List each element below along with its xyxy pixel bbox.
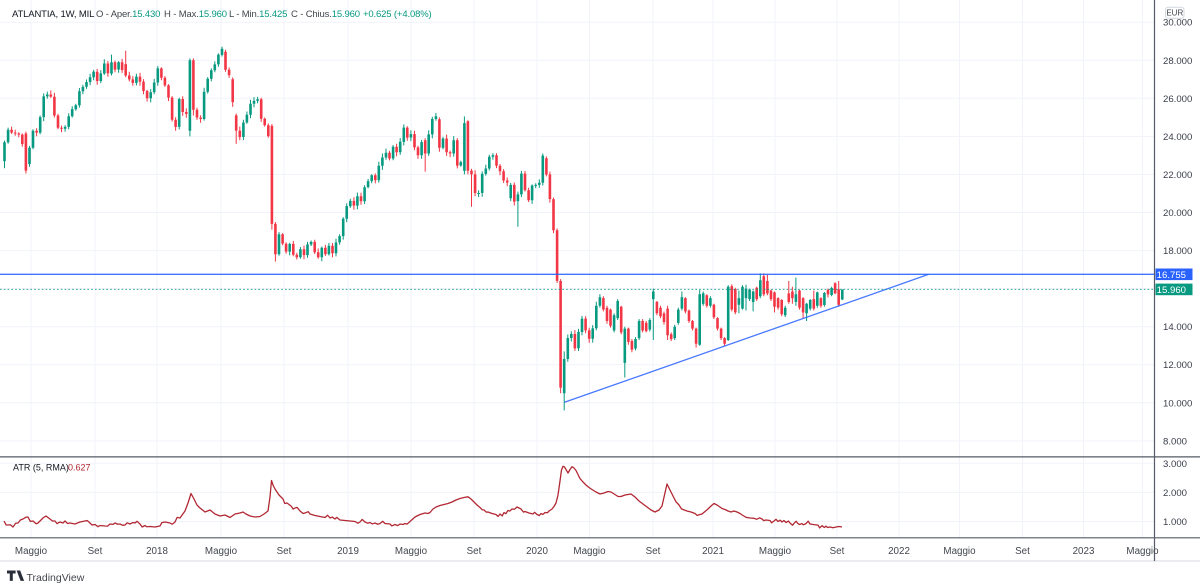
svg-text:Maggio: Maggio xyxy=(759,546,792,557)
svg-text:Set: Set xyxy=(646,546,661,557)
svg-text:Set: Set xyxy=(1015,546,1030,557)
svg-text:2023: 2023 xyxy=(1073,546,1095,557)
svg-text:2019: 2019 xyxy=(337,546,359,557)
svg-text:14.000: 14.000 xyxy=(1163,322,1192,333)
svg-text:O - Aper.15.430: O - Aper.15.430 xyxy=(96,9,160,20)
svg-text:Maggio: Maggio xyxy=(943,546,976,557)
svg-text:TradingView: TradingView xyxy=(27,572,85,584)
svg-text:28.000: 28.000 xyxy=(1163,56,1192,67)
svg-text:26.000: 26.000 xyxy=(1163,94,1192,105)
svg-text:20.000: 20.000 xyxy=(1163,208,1192,219)
svg-text:+0.625 (+4.08%): +0.625 (+4.08%) xyxy=(363,9,432,20)
svg-text:Set: Set xyxy=(88,546,103,557)
svg-text:Set: Set xyxy=(467,546,482,557)
svg-text:2021: 2021 xyxy=(702,546,724,557)
svg-text:16.755: 16.755 xyxy=(1157,270,1186,281)
svg-text:ATLANTIA, 1W, MIL: ATLANTIA, 1W, MIL xyxy=(12,9,94,20)
svg-text:3.000: 3.000 xyxy=(1163,459,1187,470)
svg-text:Set: Set xyxy=(830,546,845,557)
svg-text:Set: Set xyxy=(277,546,292,557)
svg-text:Maggio: Maggio xyxy=(1126,546,1159,557)
svg-text:ATR (5, RMA): ATR (5, RMA) xyxy=(13,463,69,473)
svg-text:Maggio: Maggio xyxy=(395,546,428,557)
svg-text:H - Max.15.960: H - Max.15.960 xyxy=(164,9,227,20)
svg-text:30.000: 30.000 xyxy=(1163,18,1192,29)
svg-text:Maggio: Maggio xyxy=(15,546,48,557)
svg-text:EUR: EUR xyxy=(1166,9,1183,18)
svg-text:C - Chius.15.960: C - Chius.15.960 xyxy=(291,9,360,20)
svg-text:8.000: 8.000 xyxy=(1163,436,1187,447)
svg-text:15.960: 15.960 xyxy=(1157,285,1186,296)
svg-text:0.627: 0.627 xyxy=(68,463,91,473)
svg-text:2018: 2018 xyxy=(146,546,168,557)
svg-text:22.000: 22.000 xyxy=(1163,170,1192,181)
svg-text:2020: 2020 xyxy=(526,546,548,557)
svg-text:18.000: 18.000 xyxy=(1163,246,1192,257)
svg-text:2.000: 2.000 xyxy=(1163,488,1187,499)
svg-text:Maggio: Maggio xyxy=(573,546,606,557)
svg-text:10.000: 10.000 xyxy=(1163,398,1192,409)
svg-text:1.000: 1.000 xyxy=(1163,517,1187,528)
svg-text:L - Min.15.425: L - Min.15.425 xyxy=(229,9,287,20)
svg-text:Maggio: Maggio xyxy=(205,546,238,557)
svg-text:12.000: 12.000 xyxy=(1163,360,1192,371)
svg-text:24.000: 24.000 xyxy=(1163,132,1192,143)
svg-text:2022: 2022 xyxy=(888,546,910,557)
